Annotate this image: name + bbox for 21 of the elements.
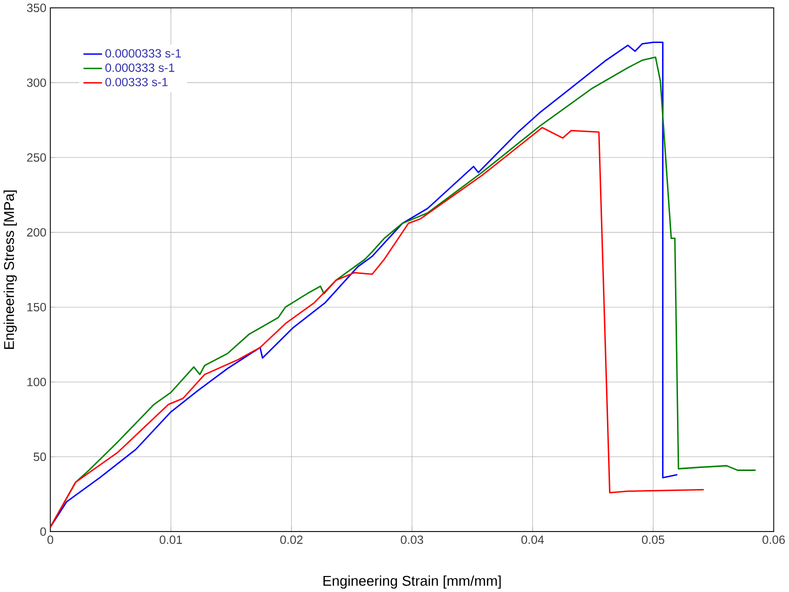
legend-label: 0.00333 s-1	[105, 78, 168, 86]
x-tick-label: 0	[47, 535, 54, 544]
y-tick-label: 350	[26, 3, 46, 12]
y-tick-label: 150	[27, 302, 46, 312]
x-tick-label: 0.05	[642, 535, 664, 544]
y-axis-title: Engineering Stress [MPa]	[4, 190, 17, 349]
x-tick-label: 0.02	[280, 535, 303, 544]
x-tick-label: 0.01	[160, 535, 182, 544]
x-axis-title: Engineering Strain [mm/mm]	[323, 575, 501, 589]
x-tick-label: 0.06	[762, 535, 785, 544]
x-tick-label: 0.04	[521, 535, 544, 544]
legend-label: 0.000333 s-1	[105, 63, 174, 72]
y-tick-label: 300	[26, 78, 46, 87]
legend-label: 0.0000333 s-1	[105, 48, 181, 58]
y-tick-label: 100	[27, 378, 46, 386]
x-tick-label: 0.03	[400, 535, 424, 544]
y-tick-label: 0	[40, 527, 46, 536]
y-tick-label: 200	[27, 228, 46, 236]
y-tick-label: 250	[27, 153, 46, 162]
y-tick-label: 50	[34, 452, 46, 461]
line-series	[50, 126, 704, 528]
